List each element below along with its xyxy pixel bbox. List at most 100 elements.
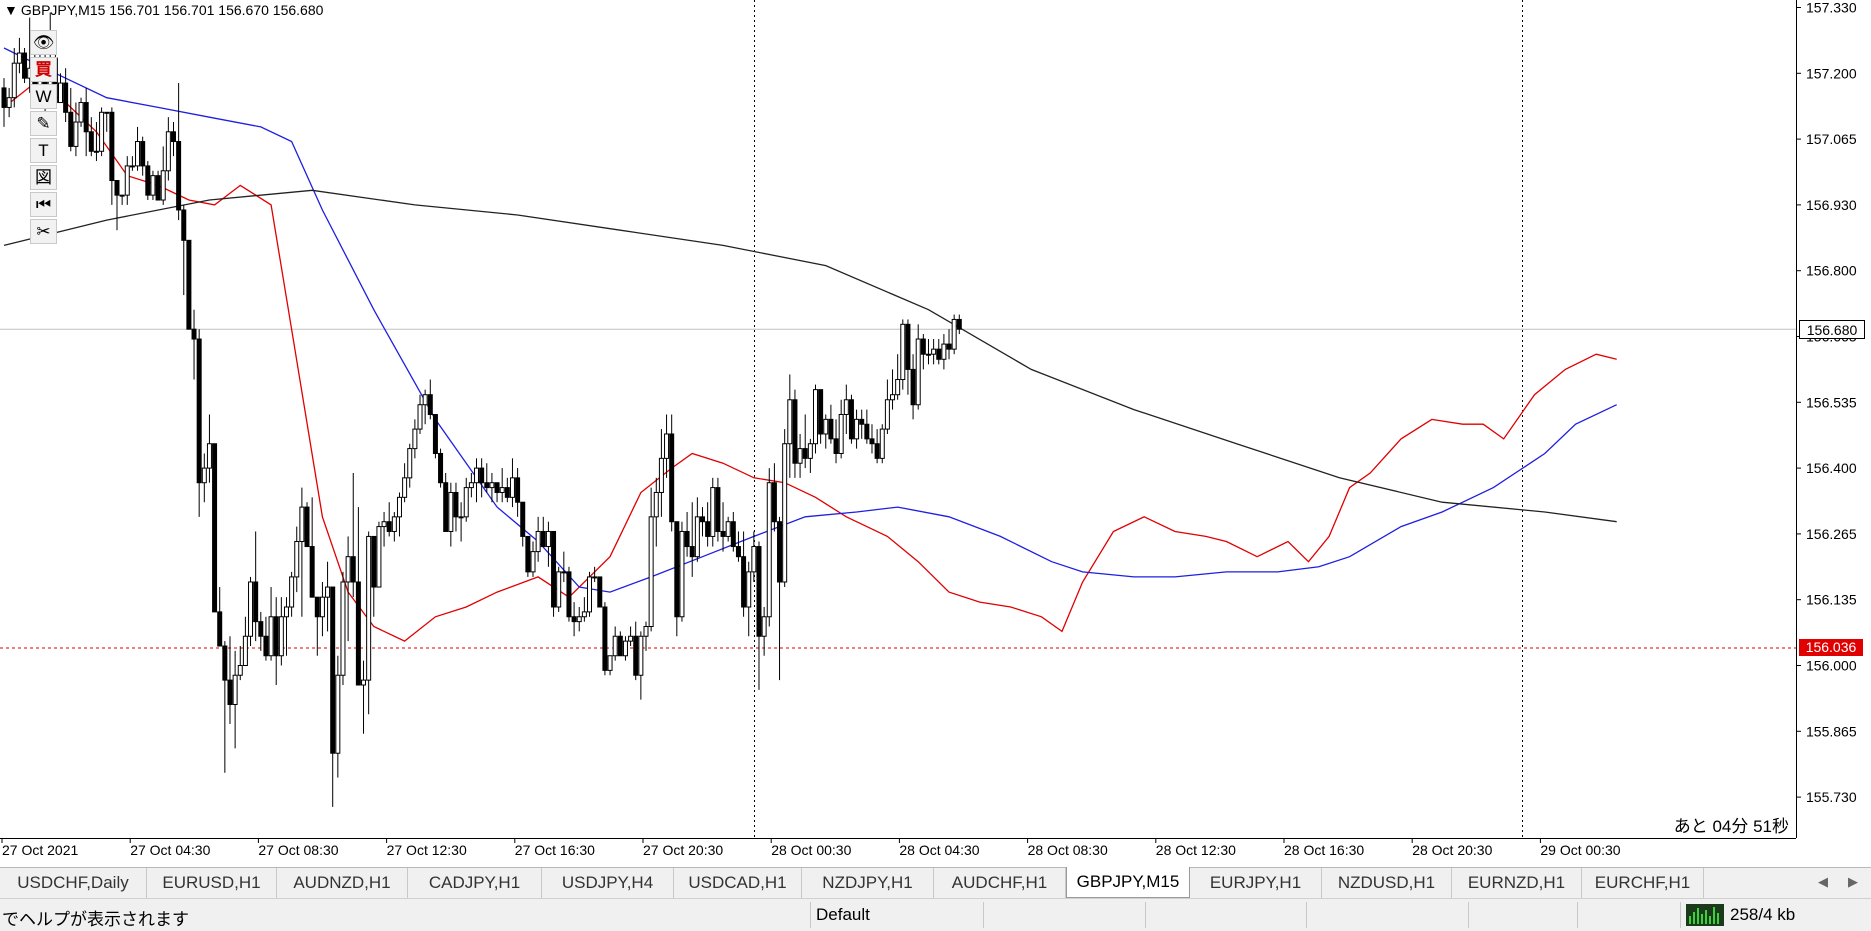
chart-canvas[interactable]: 157.330 157.200 157.065 156.930 156.800 156.6…: [0, 0, 1871, 867]
candle: [571, 602, 577, 637]
candle-body: [581, 611, 587, 618]
candle-body: [407, 448, 413, 479]
tab-nzdjpy-h1[interactable]: NZDJPY,H1: [802, 868, 934, 898]
candle-body: [237, 665, 243, 676]
candle: [474, 458, 480, 503]
candle-body: [335, 674, 341, 754]
candle: [576, 607, 582, 632]
tab-eurnzd-h1[interactable]: EURNZD,H1: [1452, 868, 1582, 898]
candle-body: [571, 616, 577, 623]
scissors-icon[interactable]: ✂: [30, 219, 57, 244]
candle: [874, 429, 880, 464]
candle: [946, 329, 952, 360]
candle-body: [915, 338, 921, 406]
scroll-left-icon[interactable]: ◀: [1818, 874, 1828, 889]
figure-icon[interactable]: 図: [30, 165, 57, 190]
help-text: でヘルプが表示されます: [2, 910, 189, 929]
candle-body: [807, 443, 813, 459]
collapse-triangle-icon[interactable]: ▼: [4, 2, 18, 18]
pencil-icon[interactable]: ✎: [30, 111, 57, 136]
candle-body: [525, 535, 531, 573]
candle: [309, 497, 315, 598]
candle-body: [443, 482, 449, 532]
candle-body: [253, 581, 259, 623]
candle: [129, 156, 135, 171]
candle-body: [263, 635, 269, 657]
profile-name: Default: [816, 905, 870, 924]
candle-body: [309, 546, 315, 598]
candle: [499, 468, 505, 503]
candle: [777, 516, 783, 681]
rewind-icon[interactable]: ⏮: [30, 192, 57, 217]
candle-body: [551, 530, 557, 608]
candle: [150, 170, 156, 201]
candle-body: [699, 516, 705, 523]
candle: [802, 414, 808, 469]
candle-body: [864, 423, 870, 440]
tab-audnzd-h1[interactable]: AUDNZD,H1: [277, 868, 408, 898]
candle-body: [545, 530, 551, 548]
scroll-right-icon[interactable]: ▶: [1848, 874, 1858, 889]
price-chart[interactable]: 157.330 157.200 157.065 156.930 156.800 156.6…: [0, 0, 1871, 867]
candle: [587, 571, 593, 617]
candle: [864, 409, 870, 444]
candle-body: [304, 506, 310, 548]
tab-cadjpy-h1[interactable]: CADJPY,H1: [408, 868, 542, 898]
candle: [407, 443, 413, 488]
candle: [16, 37, 22, 74]
traffic-counter: 258/4 kb: [1730, 905, 1796, 924]
candle: [638, 631, 644, 700]
candle-body: [191, 328, 197, 340]
eye-icon[interactable]: 👁: [30, 30, 57, 55]
candle-body: [109, 111, 115, 182]
candle: [237, 646, 243, 681]
candle: [417, 394, 423, 434]
x-tick-label: 27 Oct 08:30: [258, 842, 338, 858]
candle: [160, 146, 166, 205]
candle-body: [438, 452, 444, 484]
candle-body: [771, 482, 777, 523]
candle-body: [895, 379, 901, 396]
buy-icon[interactable]: 買: [30, 57, 57, 82]
text-icon[interactable]: T: [30, 138, 57, 163]
tab-gbpjpy-m15[interactable]: GBPJPY,M15: [1066, 867, 1190, 898]
candle-body: [679, 530, 685, 618]
tab-nzdusd-h1[interactable]: NZDUSD,H1: [1322, 868, 1452, 898]
tab-usdjpy-h4[interactable]: USDJPY,H4: [542, 868, 674, 898]
candle-body: [946, 343, 952, 350]
candle-body: [782, 443, 788, 583]
tab-eurjpy-h1[interactable]: EURJPY,H1: [1190, 868, 1322, 898]
candle-body: [509, 477, 515, 498]
candle-body: [206, 443, 212, 469]
candle: [925, 339, 931, 365]
level-price-tag: 156.036: [1799, 638, 1863, 656]
tab-eurchf-h1[interactable]: EURCHF,H1: [1582, 868, 1704, 898]
tab-usdcad-h1[interactable]: USDCAD,H1: [674, 868, 802, 898]
candle: [1, 78, 7, 127]
candle: [99, 107, 105, 157]
candle: [581, 597, 587, 622]
candle: [258, 611, 264, 651]
candle: [273, 597, 279, 685]
candle-body: [936, 348, 942, 360]
traffic-bars-icon: [1686, 904, 1724, 926]
candle: [792, 389, 798, 478]
candle: [715, 477, 721, 542]
candle: [766, 468, 772, 627]
candle-body: [792, 399, 798, 464]
y-tick-label: 156.930: [1806, 197, 1857, 213]
candle: [761, 607, 767, 656]
candle: [818, 389, 824, 444]
tab-usdchf-daily[interactable]: USDCHF,Daily: [0, 868, 147, 898]
tab-eurusd-h1[interactable]: EURUSD,H1: [147, 868, 277, 898]
candle-body: [325, 586, 331, 598]
candle: [535, 516, 541, 562]
candle: [812, 384, 818, 454]
candle: [114, 180, 120, 231]
candle: [525, 535, 531, 577]
tab-audchf-h1[interactable]: AUDCHF,H1: [934, 868, 1066, 898]
drawing-toolbar: 👁 買 W ✎ T 図 ⏮ ✂: [30, 30, 57, 246]
w-icon[interactable]: W: [30, 84, 57, 109]
candle-body: [165, 131, 171, 172]
candle-body: [720, 530, 726, 537]
